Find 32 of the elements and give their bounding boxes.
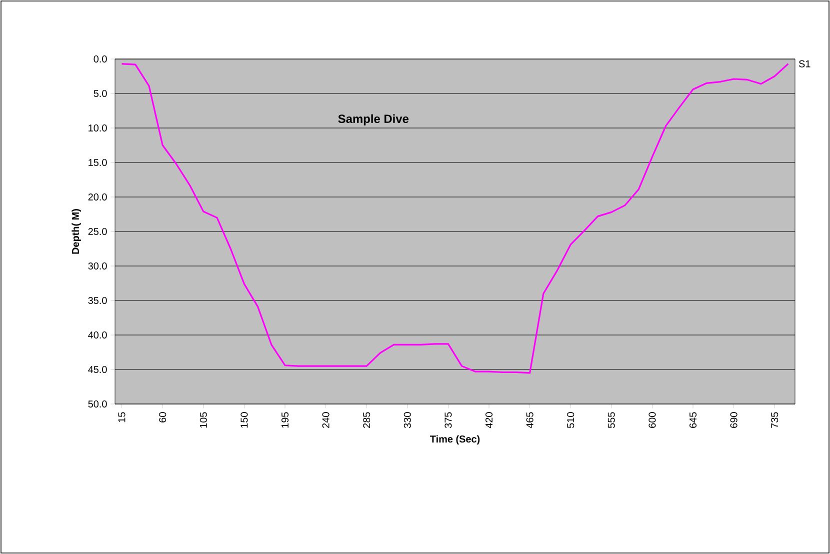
y-axis-title: Depth( M) — [72, 209, 81, 254]
x-tick-label: 195 — [281, 412, 289, 428]
y-tick-label: 45.0 — [88, 366, 107, 374]
y-tick-label: 15.0 — [88, 158, 107, 166]
x-tick-label: 330 — [404, 412, 411, 428]
x-tick-label: 420 — [485, 412, 493, 428]
x-tick-label: 465 — [526, 412, 534, 428]
y-tick-label: 35.0 — [88, 296, 107, 304]
x-tick-label: 15 — [118, 412, 126, 422]
x-tick-label: 645 — [689, 412, 697, 428]
y-tick-label: 25.0 — [88, 228, 107, 236]
x-tick-label: 690 — [730, 412, 738, 428]
x-tick-label: 600 — [648, 412, 656, 428]
y-tick-label: 50.0 — [88, 400, 107, 408]
y-tick-label: 20.0 — [88, 193, 107, 201]
x-tick-label: 735 — [771, 412, 778, 428]
x-tick-label: 375 — [444, 412, 452, 428]
y-tick-label: 10.0 — [88, 124, 107, 132]
x-tick-label: 510 — [567, 412, 574, 428]
x-tick-label: 240 — [322, 412, 330, 428]
y-tick-label: 40.0 — [88, 331, 107, 339]
x-tick-label: 105 — [200, 412, 207, 428]
x-tick-label: 60 — [159, 412, 166, 422]
x-tick-label: 555 — [608, 412, 615, 428]
x-axis-title: Time (Sec) — [430, 435, 480, 445]
x-tick-label: 150 — [240, 412, 248, 428]
text: Sample Dive — [338, 114, 409, 126]
series-label: S1 — [798, 60, 810, 68]
y-tick-label: 0.0 — [94, 55, 107, 63]
y-tick-label: 5.0 — [94, 90, 107, 98]
x-tick-label: 285 — [363, 412, 370, 428]
y-tick-label: 30.0 — [88, 262, 107, 270]
